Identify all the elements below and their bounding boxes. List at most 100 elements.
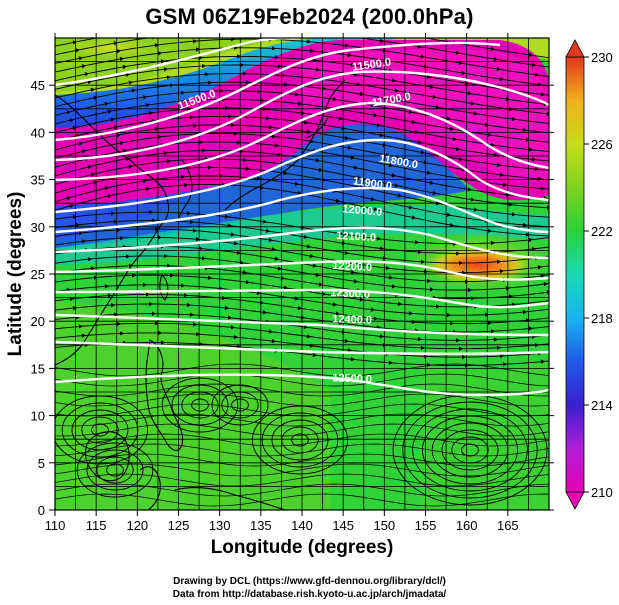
streamline-arrow — [385, 58, 390, 63]
streamline-arrow — [487, 320, 492, 326]
streamline-arrow — [344, 338, 349, 344]
x-tick-label: 120 — [126, 518, 148, 533]
streamline-arrow — [113, 312, 118, 317]
streamline-arrow — [426, 278, 431, 283]
streamline-arrow — [125, 156, 130, 161]
streamline-arrow — [271, 338, 276, 344]
streamline-arrow — [116, 321, 121, 327]
streamline — [55, 211, 549, 245]
streamline-arrow — [493, 152, 498, 157]
colorbar-tick-label: 218 — [591, 311, 613, 326]
streamline-arrow — [300, 225, 305, 230]
streamline-arrow — [420, 54, 425, 59]
streamline-arrow — [376, 236, 381, 241]
streamline-arrow — [297, 305, 302, 311]
streamline-arrow — [271, 134, 276, 139]
streamline-arrow — [543, 281, 548, 287]
streamline-arrow — [160, 340, 165, 345]
streamline — [55, 493, 549, 507]
streamline-arrow — [227, 223, 232, 228]
streamline-eddy — [191, 398, 209, 412]
streamline-arrow — [499, 353, 504, 359]
streamline-arrow — [66, 110, 71, 115]
streamline — [55, 483, 549, 497]
streamline-arrow — [306, 244, 311, 249]
streamline-arrow — [417, 337, 422, 342]
streamline-arrow — [131, 88, 136, 93]
streamline-arrow — [435, 104, 440, 110]
streamline-arrow — [332, 302, 337, 307]
streamline-arrow — [484, 122, 489, 127]
streamline-arrow — [414, 129, 419, 135]
streamline-eddy — [402, 401, 538, 499]
streamline-arrow — [347, 52, 352, 58]
streamline-arrow — [306, 129, 311, 134]
contour-label: 11500.0 — [351, 56, 391, 73]
streamline-arrow — [350, 62, 355, 67]
streamline-arrow — [426, 74, 431, 79]
streamline-eddy — [76, 442, 154, 498]
streamline — [55, 342, 549, 366]
streamline-arrow — [417, 249, 422, 255]
streamline-arrow — [280, 275, 285, 281]
streamline-arrow — [245, 279, 250, 285]
streamline-arrow — [458, 60, 463, 65]
streamline-arrow — [414, 240, 419, 245]
streamline-arrow — [201, 148, 206, 153]
streamline-arrow — [110, 117, 115, 122]
streamline-arrow — [394, 88, 399, 93]
streamline-arrow — [394, 183, 399, 188]
colorbar-min-arrow — [565, 491, 585, 510]
streamline — [55, 453, 549, 467]
streamline-arrow — [218, 173, 223, 179]
x-tick-label: 130 — [209, 518, 231, 533]
streamline-arrow — [107, 194, 112, 199]
streamline-arrow — [151, 218, 156, 223]
streamline-arrow — [385, 152, 390, 158]
streamline — [55, 90, 549, 134]
streamline-arrow — [359, 297, 364, 302]
streamline-arrow — [432, 94, 437, 100]
streamline-arrow — [78, 56, 83, 61]
streamline-arrow — [458, 346, 463, 351]
streamline-arrow — [464, 279, 469, 284]
x-axis-label: Longitude (degrees) — [210, 537, 394, 558]
streamline-arrow — [534, 166, 539, 172]
streamline-arrow — [142, 178, 147, 184]
credit-drawing: Drawing by DCL (https://www.gfd-dennou.o… — [173, 576, 446, 587]
streamline-arrow — [233, 131, 238, 136]
streamline-arrow — [388, 360, 393, 365]
streamline-arrow — [522, 127, 527, 133]
streamline-arrow — [277, 64, 282, 69]
streamline-arrow — [187, 23, 191, 27]
streamline-arrow — [435, 200, 440, 206]
streamline-arrow — [397, 98, 402, 103]
streamline-arrow — [189, 312, 194, 317]
streamline-arrow — [93, 275, 98, 280]
streamline-arrow — [263, 20, 267, 24]
streamline-arrow — [321, 291, 326, 296]
streamline-arrow — [382, 48, 387, 53]
streamline-arrow — [344, 250, 349, 255]
streamline-arrow — [122, 148, 127, 154]
streamline-eddy — [61, 402, 139, 458]
streamline-arrow — [169, 273, 174, 278]
streamline — [55, 303, 549, 333]
streamline-arrow — [537, 82, 542, 87]
streamline-arrow — [467, 287, 472, 293]
streamline — [55, 393, 549, 407]
streamline-arrow — [166, 75, 171, 80]
streamline-arrow — [347, 145, 352, 150]
streamline — [55, 423, 549, 437]
streamline-arrow — [207, 275, 212, 280]
streamline-arrow — [268, 329, 273, 334]
x-tick-label: 125 — [168, 518, 190, 533]
colorbar-max-arrow — [565, 39, 585, 58]
streamline-arrow — [461, 354, 466, 360]
streamline-arrow — [154, 43, 159, 48]
streamline-arrow — [239, 260, 244, 265]
streamline-eddy — [441, 429, 499, 471]
streamline-arrow — [218, 88, 223, 94]
streamline-arrow — [531, 157, 536, 162]
streamline-arrow — [163, 67, 168, 72]
